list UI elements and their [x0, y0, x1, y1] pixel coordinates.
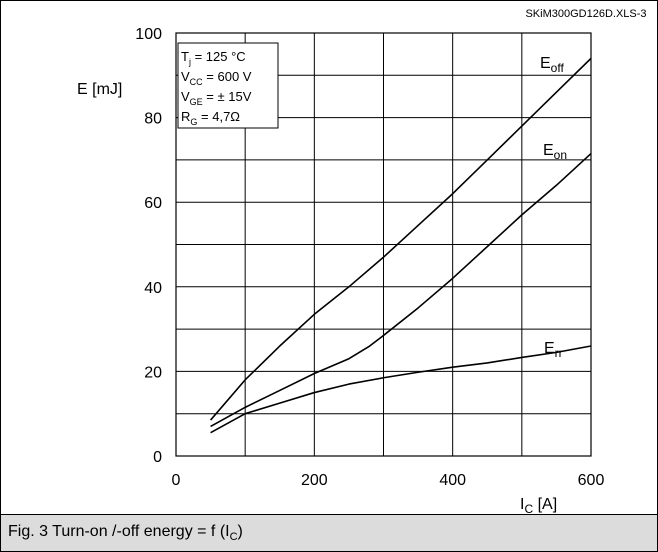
plot-area: [175, 32, 592, 457]
series: Eoff Eon Err: [209, 55, 592, 434]
source-id: SKiM300GD126D.XLS-3: [525, 8, 646, 20]
y-tick-label: 60: [144, 195, 162, 212]
series-line-off: [209, 57, 592, 421]
y-tick-label: 100: [135, 26, 162, 43]
y-tick-label: 20: [144, 364, 162, 381]
figure-caption: Fig. 3 Turn-on /-off energy = f (IC): [8, 523, 243, 543]
condition-line: RG = 4,7Ω: [181, 109, 240, 127]
conditions-box: Tj = 125 °C VCC = 600 V VGE = ± 15V RG = 4,…: [177, 42, 279, 129]
caption-bar: Fig. 3 Turn-on /-off energy = f (IC): [1, 514, 657, 551]
series-line-on: [210, 152, 592, 428]
series-line-rr: [210, 345, 592, 434]
series-label-on: Eon: [543, 142, 567, 162]
condition-line: VGE = ± 15V: [181, 89, 252, 107]
x-axis-label: IC [A]: [520, 496, 557, 514]
series-label-rr: Err: [544, 340, 563, 360]
energy-chart: 0 200 400 600 0 20 40 60 80 100 Eoff Eon Err Tj = 1…: [77, 8, 647, 514]
conditions-frame: [177, 42, 279, 129]
x-tick-label: 0: [172, 472, 181, 489]
condition-line: Tj = 125 °C: [181, 49, 246, 67]
y-axis-label: E [mJ]: [77, 81, 122, 98]
y-tick-label: 40: [144, 280, 162, 297]
x-tick-label: 400: [439, 472, 466, 489]
ticks: 0 200 400 600 0 20 40 60 80 100: [135, 26, 604, 489]
caption-prefix: Fig. 3 Turn-on /-off energy = f (I: [8, 523, 230, 540]
caption-suffix: ): [237, 523, 243, 540]
y-tick-label: 80: [144, 111, 162, 128]
caption-subscript: C: [229, 531, 238, 544]
x-tick-label: 600: [578, 472, 605, 489]
series-label-off: Eoff: [540, 55, 564, 75]
x-tick-label: 200: [301, 472, 328, 489]
condition-line: VCC = 600 V: [181, 69, 252, 87]
y-tick-label: 0: [153, 449, 162, 466]
